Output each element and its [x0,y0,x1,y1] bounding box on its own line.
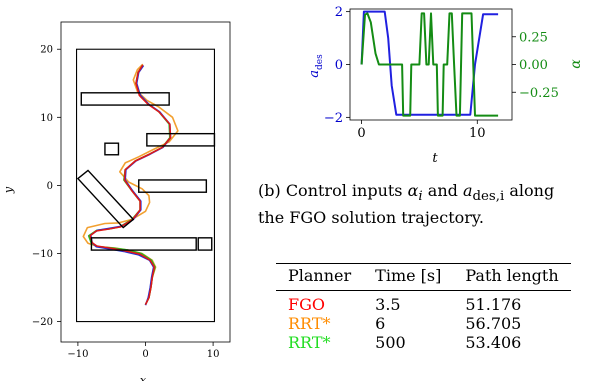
traj-xtick-label: 10 [207,349,220,360]
planner-length: 56.705 [465,314,522,333]
header-time: Time [s] [375,266,442,285]
control-ytick-right-label: 0.00 [519,58,548,73]
obstacle [197,237,213,251]
trajectory-line [82,63,179,305]
ades-line [360,10,499,116]
planner-name: FGO [288,295,325,314]
control-ylabel-left: ades [307,54,325,78]
control-ytick-left-label: 2 [335,5,343,20]
alpha-line [360,12,499,117]
traj-xtick-label: 0 [142,349,148,360]
control-ylabel-right: α [568,59,584,69]
traj-ytick-label: 0 [47,181,53,192]
table-header-row: Planner Time [s] Path length [276,263,571,291]
obstacle [80,92,170,106]
traj-ylabel: y [2,186,15,194]
caption-alpha: α [407,181,419,200]
caption-text-1: (b) Control inputs [258,181,408,200]
planner-time: 3.5 [375,295,401,314]
obstacle [90,237,197,251]
caption-and: and [422,181,463,200]
table-row: FGO 3.5 51.176 [276,291,571,315]
control-xlabel: t [432,151,438,166]
traj-ytick-label: 10 [40,113,53,124]
obstacle [138,179,208,193]
header-path-length: Path length [465,266,559,285]
workspace-boundary [75,48,216,323]
obstacle [76,169,135,229]
control-xtick-label: 0 [357,126,365,141]
table-row: RRT* 500 53.406 [276,333,571,352]
traj-ytick-label: −20 [32,317,53,328]
planner-length: 53.406 [465,333,522,352]
table-row: RRT* 6 56.705 [276,314,571,333]
figure-caption: (b) Control inputs αi and ades,i along t… [258,180,590,228]
control-xtick-label: 10 [469,126,486,141]
traj-xtick-label: −10 [67,349,88,360]
caption-a-sub: des,i [472,189,505,205]
traj-ytick-label: 20 [40,45,53,56]
planner-name: RRT* [288,314,331,333]
control-ytick-right-label: −0.25 [519,86,559,101]
planner-name: RRT* [288,333,331,352]
traj-axes-frame [60,21,231,343]
header-planner: Planner [288,266,352,285]
caption-line-2: the FGO solution trajectory. [258,208,484,228]
caption-a: a [462,181,473,200]
trajectory-plot-area: −10 0 10 20 10 0 −10 −20 [32,21,231,360]
planner-time: 500 [375,333,406,352]
caption-alpha-sub: i [418,189,423,205]
caption-text-2: along [504,181,555,200]
traj-xlabel: x [140,374,147,381]
control-ytick-left-label: 0 [335,58,343,73]
obstacle [146,132,216,147]
trajectory-plot: −10 0 10 20 10 0 −10 −20 y x [2,21,231,381]
traj-ytick-label: −10 [32,249,53,260]
control-ytick-right-label: 0.25 [519,30,548,45]
planner-time: 6 [375,314,386,333]
results-table: Planner Time [s] Path length FGO 3.5 51.… [276,263,571,352]
planner-length: 51.176 [465,295,522,314]
obstacle [104,142,120,156]
trajectory-line [89,64,172,305]
control-ytick-left-label: −2 [324,111,343,126]
